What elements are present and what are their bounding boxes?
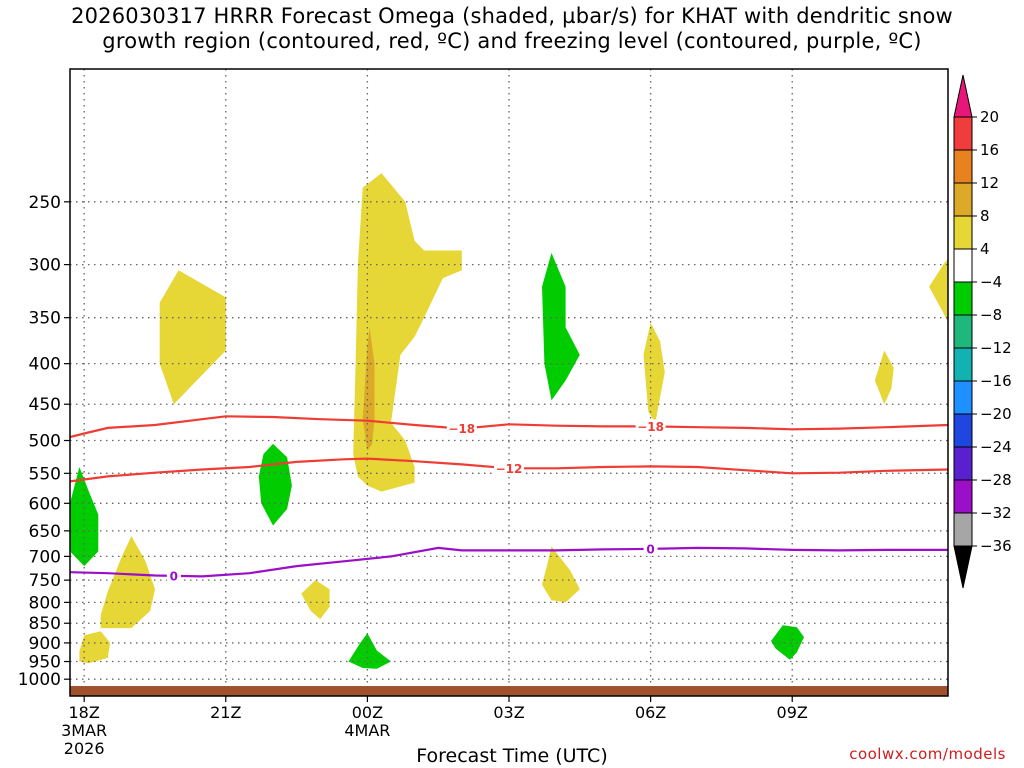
colorbar-label-4: 4	[980, 240, 990, 258]
colorbar-label-3: 8	[980, 207, 990, 225]
y-tick-label-650: 650	[29, 522, 61, 542]
omega-region-yellow-2300-low	[301, 580, 330, 620]
x-tick-label-18Z: 18Z	[68, 703, 99, 722]
chart-title: 2026030317 HRRR Forecast Omega (shaded, …	[0, 4, 1024, 54]
y-tick-label-750: 750	[29, 571, 61, 591]
omega-region-yellow-2000-upper	[159, 270, 226, 405]
colorbar-swatch-2	[953, 182, 973, 217]
omega-region-green-0900-low	[771, 625, 804, 660]
y-tick-label-1000: 1000	[18, 670, 61, 690]
contour-label-zero-freezing-0: 0	[170, 569, 178, 583]
contour-label-zero-freezing-1: 0	[646, 542, 654, 556]
x-tick-year-18Z: 2026	[64, 739, 105, 758]
chart-title-line1: 2026030317 HRRR Forecast Omega (shaded, …	[71, 4, 953, 28]
contour-label-bg-zero-freezing-0	[166, 568, 181, 583]
y-tick-label-950: 950	[29, 653, 61, 673]
omega-region-yellow-1030-edge	[929, 258, 948, 323]
x-axis-title: Forecast Time (UTC)	[416, 745, 608, 767]
contour-lines: −18 −18 −12 0 0	[70, 415, 948, 583]
colorbar-label-13: −36	[980, 537, 1012, 555]
y-tick-label-350: 350	[29, 309, 61, 329]
y-tick-label-700: 700	[29, 547, 61, 567]
x-tick-label-21Z: 21Z	[210, 703, 241, 722]
omega-region-yellow-0400-low	[542, 546, 580, 603]
omega-region-yellow-1930-mid	[100, 536, 155, 629]
grid-lines	[70, 69, 948, 696]
y-axis: 2503003504004505005506006507007508008509…	[18, 193, 70, 690]
x-tick-label-09Z: 09Z	[777, 703, 808, 722]
colorbar: 20 16 12 8 4 −4 −8 −12 −16 −20 −24 −28 −32 −36	[953, 74, 1012, 589]
contour-label-bg-minus-18-0	[446, 421, 477, 436]
colorbar-label-8: −16	[980, 372, 1012, 390]
omega-region-green-1800	[70, 467, 99, 567]
omega-region-green-2200	[258, 443, 292, 526]
colorbar-swatch-7	[953, 347, 973, 382]
y-tick-label-850: 850	[29, 614, 61, 634]
x-tick-label-00Z: 00Z	[352, 703, 383, 722]
y-tick-label-400: 400	[29, 355, 61, 375]
contour-label-minus-18-0: −18	[448, 422, 475, 436]
colorbar-label-0: 20	[980, 108, 999, 126]
contour-label-minus-12-0: −12	[496, 462, 523, 476]
colorbar-swatch-4	[953, 248, 973, 283]
colorbar-bottom-triangle	[953, 545, 973, 589]
colorbar-label-10: −24	[980, 438, 1012, 456]
colorbar-label-12: −32	[980, 504, 1012, 522]
colorbar-swatch-3	[953, 215, 973, 250]
colorbar-swatch-5	[953, 281, 973, 316]
colorbar-label-5: −4	[980, 273, 1002, 291]
omega-region-green-0000-low	[348, 633, 391, 669]
x-tick-date-00Z: 4MAR	[344, 721, 390, 740]
contour-label-minus-18-1: −18	[637, 420, 664, 434]
contour-line-zero-freezing	[70, 546, 948, 578]
colorbar-top-triangle	[953, 74, 973, 118]
contour-label-bg-minus-12-0	[494, 461, 524, 476]
colorbar-label-9: −20	[980, 405, 1012, 423]
y-tick-label-450: 450	[29, 395, 61, 415]
omega-region-yellow-0000-plume	[353, 173, 462, 492]
omega-regions	[70, 173, 948, 669]
x-tick-label-06Z: 06Z	[635, 703, 666, 722]
colorbar-swatch-12	[953, 512, 973, 547]
colorbar-swatch-0	[953, 116, 973, 151]
y-tick-label-900: 900	[29, 634, 61, 654]
contour-line-minus-12	[70, 457, 948, 483]
y-tick-label-500: 500	[29, 432, 61, 452]
contour-label-bg-zero-freezing-1	[643, 541, 658, 556]
y-tick-label-800: 800	[29, 593, 61, 613]
y-tick-label-600: 600	[29, 494, 61, 514]
omega-region-yellow-0700-upper	[643, 322, 665, 423]
chart-title-line2: growth region (contoured, red, ºC) and f…	[102, 29, 922, 53]
y-tick-label-250: 250	[29, 193, 61, 213]
omega-region-yellow-0930-upper	[874, 350, 894, 405]
colorbar-label-1: 16	[980, 141, 999, 159]
terrain-band	[70, 686, 948, 696]
colorbar-swatch-10	[953, 446, 973, 481]
omega-region-green-0400	[542, 252, 580, 401]
x-tick-date-18Z: 3MAR	[61, 721, 107, 740]
omega-region-yellow-1800-low	[79, 631, 111, 664]
colorbar-label-11: −28	[980, 471, 1012, 489]
y-tick-label-550: 550	[29, 464, 61, 484]
colorbar-label-2: 12	[980, 174, 999, 192]
colorbar-swatch-8	[953, 380, 973, 415]
colorbar-swatch-11	[953, 479, 973, 514]
x-tick-label-03Z: 03Z	[493, 703, 524, 722]
y-tick-label-300: 300	[29, 256, 61, 276]
colorbar-label-7: −12	[980, 339, 1012, 357]
colorbar-swatch-1	[953, 149, 973, 184]
contour-line-minus-18	[70, 415, 948, 439]
contour-label-bg-minus-18-1	[635, 419, 666, 434]
colorbar-swatch-9	[953, 413, 973, 448]
colorbar-label-6: −8	[980, 306, 1002, 324]
site-credit: coolwx.com/models	[849, 745, 1006, 763]
colorbar-swatch-6	[953, 314, 973, 349]
